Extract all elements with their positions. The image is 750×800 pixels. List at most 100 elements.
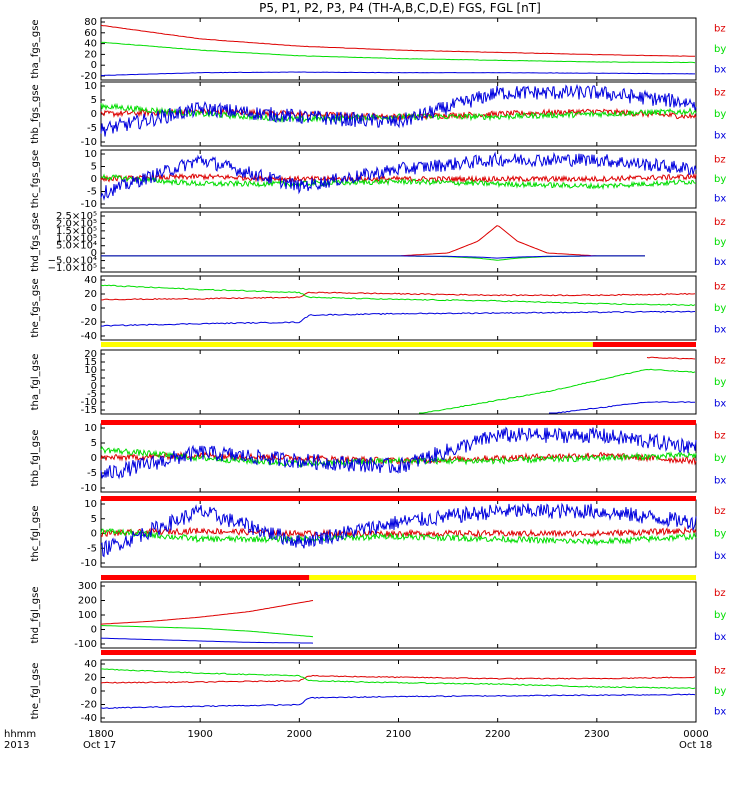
legend-bz: bz bbox=[714, 88, 726, 99]
legend-by: by bbox=[714, 610, 726, 621]
series-line-bz bbox=[100, 674, 696, 684]
legend-by: by bbox=[714, 377, 726, 388]
y-tick-label: 40 bbox=[84, 39, 97, 50]
y-tick-label: 300 bbox=[78, 581, 97, 592]
series-line-by bbox=[419, 368, 696, 414]
y-tick-label: 20 bbox=[84, 673, 97, 684]
y-tick-label: -40 bbox=[81, 331, 97, 342]
legend-bx: bx bbox=[714, 130, 726, 141]
series-line-bz bbox=[101, 225, 645, 257]
series-line-bx bbox=[100, 83, 697, 137]
status-bar-red bbox=[592, 342, 696, 347]
legend-by: by bbox=[714, 44, 726, 55]
y-tick-label: 0 bbox=[91, 109, 97, 120]
legend-bz: bz bbox=[714, 588, 726, 599]
y-tick-label: 10 bbox=[84, 499, 97, 510]
y-tick-label: 200 bbox=[78, 596, 97, 607]
y-tick-label: 0 bbox=[91, 381, 97, 392]
legend-bz: bz bbox=[714, 217, 726, 228]
y-tick-label: 0 bbox=[91, 453, 97, 464]
series-line-bz bbox=[646, 356, 696, 360]
legend-bz: bz bbox=[714, 506, 726, 517]
series-line-bx bbox=[100, 426, 697, 480]
time-axis-end-date: Oct 18 bbox=[679, 740, 712, 751]
y-tick-label: 60 bbox=[84, 28, 97, 39]
status-bar-group bbox=[101, 342, 696, 655]
panel-thb_fgs_gse: thb_fgs_gse 10 5 0 -5 -10 bz by bx bbox=[30, 81, 726, 148]
y-tick-label: 100 bbox=[78, 610, 97, 621]
y-tick-label: -5 bbox=[87, 468, 97, 479]
y-tick-label: 80 bbox=[84, 17, 97, 28]
legend-bx: bx bbox=[714, 257, 726, 268]
y-tick-label: -10 bbox=[81, 483, 97, 494]
y-tick-label: -10 bbox=[81, 137, 97, 148]
y-tick-label: 0 bbox=[91, 529, 97, 540]
legend-bx: bx bbox=[714, 551, 726, 562]
series-line-by bbox=[100, 173, 697, 191]
panel-thd_fgl_gse: thd_fgl_gse 300 200 100 0 -100 bz by bx bbox=[30, 581, 726, 650]
y-tick-label: 2.5×10⁵ bbox=[56, 211, 97, 222]
panel-thc_fgl_gse: thc_fgl_gse 10 5 0 -5 -10 bz by bx bbox=[30, 499, 726, 569]
y-tick-label: 1.5×10⁵ bbox=[56, 226, 97, 237]
y-tick-label: 0 bbox=[91, 625, 97, 636]
y-tick-label: 40 bbox=[84, 275, 97, 286]
y-tick-label: 1.0×10⁵ bbox=[56, 233, 97, 244]
series-line-bz bbox=[101, 291, 696, 301]
y-tick-label: 10 bbox=[84, 423, 97, 434]
time-axis-row-label-year: 2013 bbox=[4, 740, 29, 751]
y-tick-label: -100 bbox=[74, 639, 97, 650]
y-axis-label: thc_fgl_gse bbox=[30, 505, 41, 561]
legend-bx: bx bbox=[714, 476, 726, 487]
y-axis-label: thd_fgl_gse bbox=[30, 587, 41, 644]
y-tick-label: 5 bbox=[91, 514, 97, 525]
y-tick-label: -5 bbox=[87, 123, 97, 134]
y-tick-label: 5 bbox=[91, 95, 97, 106]
y-tick-label: 10 bbox=[84, 149, 97, 160]
y-tick-label: −1.0×10⁵ bbox=[48, 263, 97, 274]
y-tick-label: -5 bbox=[87, 187, 97, 198]
y-tick-label: 15 bbox=[84, 357, 97, 368]
time-axis-row-label-hhmm: hhmm bbox=[4, 729, 36, 740]
legend-bx: bx bbox=[714, 632, 726, 643]
time-tick-label: 1900 bbox=[187, 729, 212, 740]
time-axis: hhmm 2013 Oct 17 Oct 18 1800 1900 2000 2100… bbox=[4, 729, 712, 751]
status-bar-yellow bbox=[101, 342, 593, 347]
series-line-by bbox=[100, 102, 697, 124]
y-tick-label: 5.0×10⁴ bbox=[56, 241, 97, 252]
y-tick-label: -20 bbox=[81, 317, 97, 328]
series-line-bz bbox=[101, 526, 697, 539]
panel-the_fgs_gse: the_fgs_gse 40 20 0 -20 -40 bz by bx bbox=[30, 275, 726, 342]
series-line-by bbox=[100, 284, 696, 307]
y-axis-label: the_fgs_gse bbox=[30, 278, 41, 337]
series-line-bx bbox=[100, 151, 697, 201]
y-tick-label: −5.0×10⁴ bbox=[48, 256, 97, 267]
panel-group: tha_fgs_gse 806040200-20bzbybxthb_fgs_gse… bbox=[30, 17, 726, 724]
y-tick-label: -20 bbox=[81, 700, 97, 711]
y-tick-label: -20 bbox=[81, 71, 97, 82]
plot-title: P5, P1, P2, P3, P4 (TH-A,B,C,D,E) FGS, F… bbox=[259, 1, 541, 15]
legend-by: by bbox=[714, 686, 726, 697]
legend-bx: bx bbox=[714, 707, 726, 718]
y-tick-label: 5 bbox=[91, 162, 97, 173]
y-tick-label: 0 bbox=[91, 248, 97, 259]
y-tick-label: -10 bbox=[81, 558, 97, 569]
legend-bx: bx bbox=[714, 193, 726, 204]
legend-bz: bz bbox=[714, 23, 726, 34]
series-line-bx bbox=[549, 401, 696, 414]
panel-frame bbox=[100, 349, 697, 415]
legend-by: by bbox=[714, 237, 726, 248]
series-line-by bbox=[100, 445, 697, 468]
y-tick-label: -5 bbox=[87, 543, 97, 554]
series-line-bx bbox=[101, 255, 645, 259]
time-tick-label: 0000 bbox=[683, 729, 708, 740]
series-line-by bbox=[100, 668, 696, 690]
legend-bz: bz bbox=[714, 430, 726, 441]
y-tick-label: 0 bbox=[91, 303, 97, 314]
status-bar-red bbox=[101, 650, 696, 655]
y-tick-label: 5 bbox=[91, 373, 97, 384]
legend-bz: bz bbox=[714, 356, 726, 367]
series-line-by bbox=[100, 528, 697, 547]
y-tick-label: 40 bbox=[84, 659, 97, 670]
